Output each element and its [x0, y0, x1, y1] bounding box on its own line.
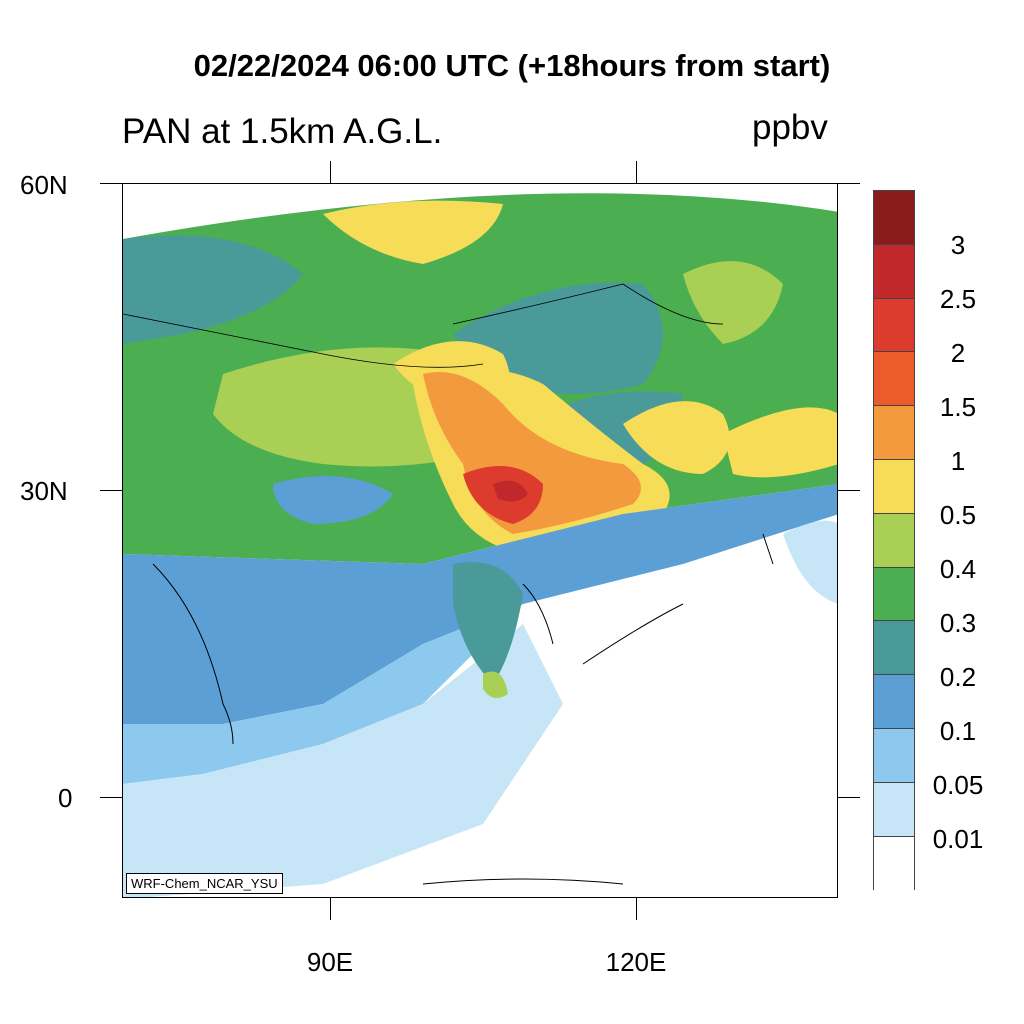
- pan-concentration-field: [123, 184, 837, 897]
- colorbar-box-8: [874, 621, 914, 676]
- colorbar-label-0-5: 0.5: [939, 500, 977, 530]
- region-lightgreen-northeast: [683, 261, 783, 344]
- colorbar-label-0-05: 0.05: [932, 770, 984, 800]
- region-blue-tibet: [273, 476, 393, 524]
- colorbar: [873, 190, 915, 891]
- colorbar-label-1: 1: [950, 446, 966, 476]
- colorbar-label-0-4: 0.4: [939, 554, 977, 584]
- lon-label-120e: 120E: [605, 947, 667, 977]
- lat-label-60n: 60N: [20, 170, 68, 200]
- lon-tick-120e-top: [636, 161, 637, 183]
- lon-tick-90e-top: [330, 161, 331, 183]
- colorbar-box-6: [874, 513, 914, 568]
- lon-tick-120e: [636, 898, 637, 920]
- region-yellow-korea: [623, 401, 730, 474]
- colorbar-label-1-5: 1.5: [939, 392, 977, 422]
- region-palest-blue-pacific: [783, 520, 837, 604]
- units-label: ppbv: [752, 108, 828, 147]
- lat-label-30n: 30N: [20, 476, 68, 506]
- colorbar-label-0-2: 0.2: [939, 662, 977, 692]
- lon-label-90e: 90E: [306, 947, 354, 977]
- colorbar-box-5: [874, 459, 914, 514]
- colorbar-label-3: 3: [950, 230, 966, 260]
- colorbar-box-4: [874, 406, 914, 460]
- colorbar-box-7: [874, 567, 914, 622]
- region-teal-northwest: [123, 235, 303, 344]
- region-darkred-core: [493, 480, 528, 502]
- colorbar-box-9: [874, 675, 914, 729]
- lat-tick-30n-right: [838, 490, 860, 491]
- lat-tick-0: [100, 797, 122, 798]
- region-palest-blue: [123, 624, 563, 897]
- out-of-domain-area: [123, 184, 837, 239]
- colorbar-box-2: [874, 298, 914, 353]
- colorbar-box-10: [874, 728, 914, 783]
- colorbar-box-1: [874, 244, 914, 299]
- coastlines: [152, 533, 774, 885]
- lat-tick-0-right: [838, 797, 860, 798]
- region-lightgreen-vietnam: [483, 671, 508, 698]
- region-teal-indochina: [453, 562, 523, 684]
- region-yellow-japan: [723, 407, 837, 478]
- country-borders: [123, 283, 724, 368]
- model-credit: WRF-Chem_NCAR_YSU: [126, 873, 283, 894]
- region-yellow-north: [323, 200, 503, 264]
- colorbar-label-0-01: 0.01: [932, 824, 984, 854]
- colorbar-label-0-3: 0.3: [939, 608, 977, 638]
- lat-tick-60n: [100, 183, 122, 184]
- colorbar-label-2-5: 2.5: [939, 284, 977, 314]
- lat-tick-60n-right: [838, 183, 860, 184]
- map-title: 02/22/2024 06:00 UTC (+18hours from star…: [193, 48, 831, 83]
- lon-tick-90e: [330, 898, 331, 920]
- colorbar-label-0-1: 0.1: [939, 716, 977, 746]
- colorbar-box-3: [874, 352, 914, 407]
- variable-label: PAN at 1.5km A.G.L.: [122, 112, 443, 151]
- colorbar-label-2: 2: [950, 338, 966, 368]
- colorbar-box-12: [874, 836, 914, 891]
- lat-tick-30n: [100, 490, 122, 491]
- region-lightblue-south: [123, 604, 523, 784]
- colorbar-box-11: [874, 782, 914, 837]
- colorbar-box-0: [874, 191, 914, 245]
- lat-label-0: 0: [58, 783, 73, 813]
- map-panel: [122, 183, 838, 898]
